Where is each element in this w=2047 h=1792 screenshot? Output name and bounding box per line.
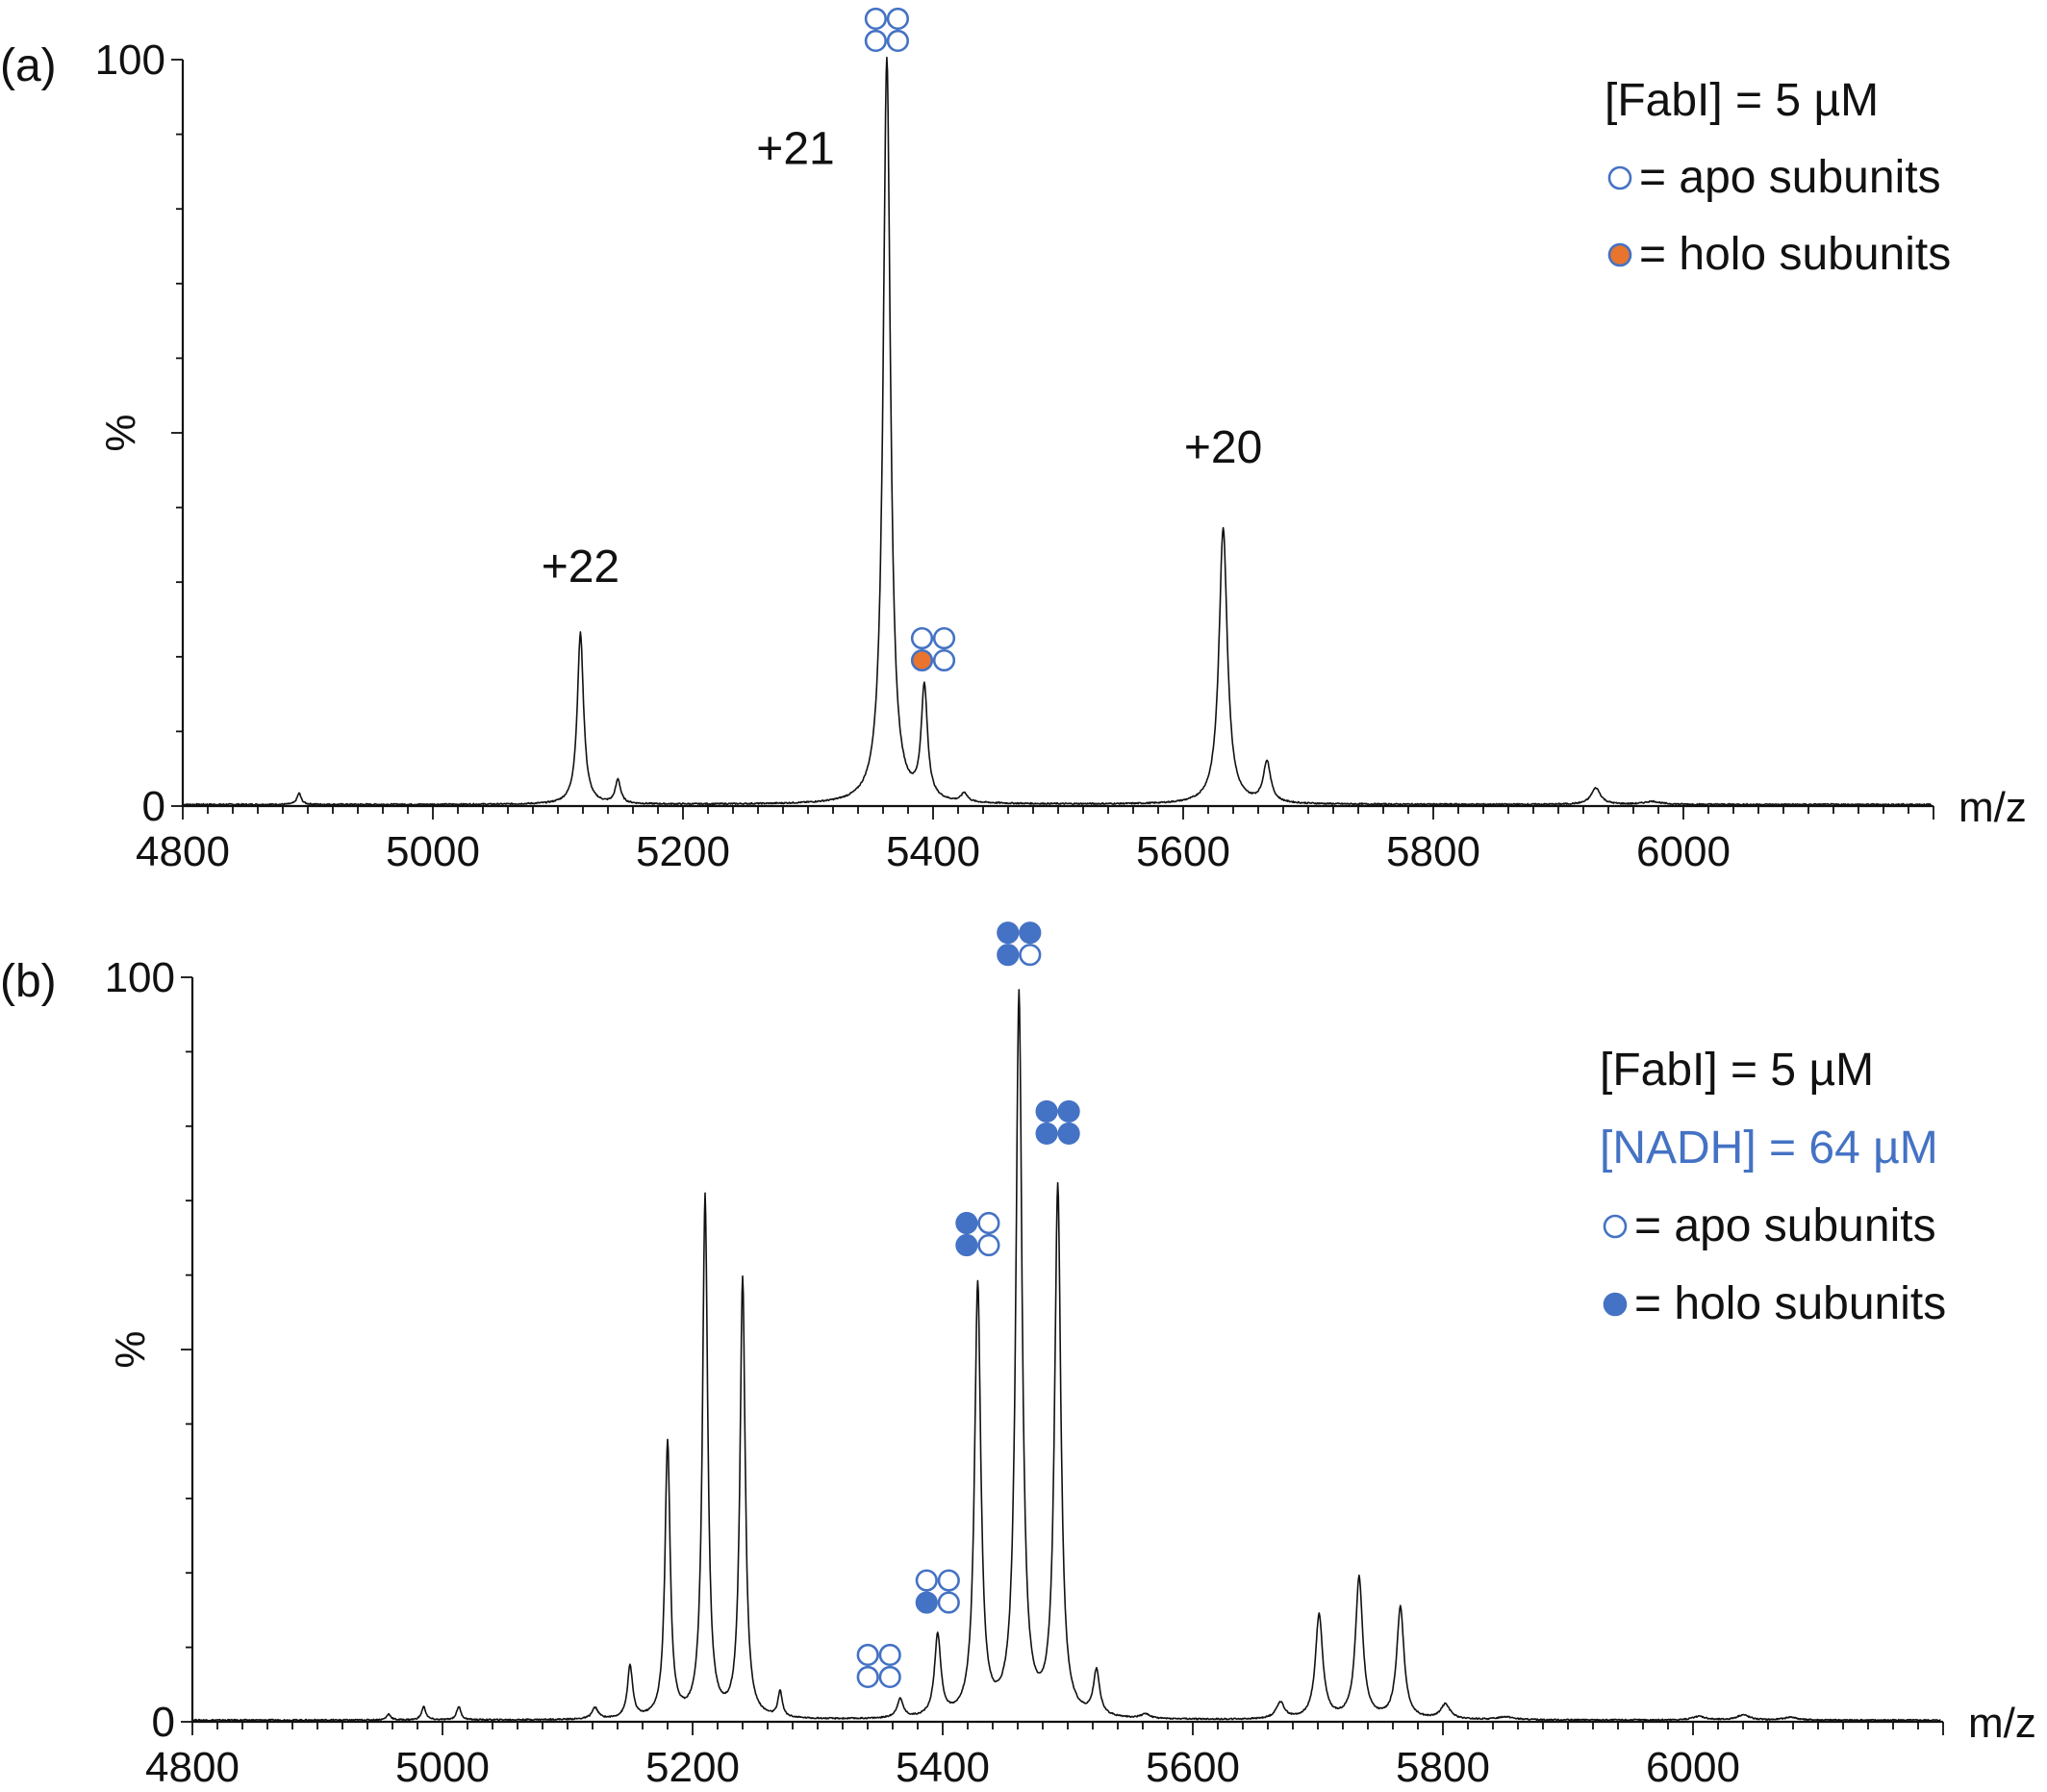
holo-subunit-circle xyxy=(1035,1122,1058,1146)
legend-entry: = apo subunits xyxy=(1639,152,1941,203)
panel-a: (a) 100 0% 4800 5000 5200 5400 5600 5800 6000 m/z +… xyxy=(0,7,2027,875)
legend-text: [NADH] = 64 µM xyxy=(1600,1123,1938,1174)
holo-subunit-circle xyxy=(1019,921,1042,945)
tetramer-glyph xyxy=(955,1211,1000,1257)
apo-subunit-circle xyxy=(878,1643,901,1667)
apo-subunit-circle xyxy=(910,626,934,650)
legend-apo-marker xyxy=(1607,165,1632,190)
y-axis-label: % xyxy=(97,414,144,451)
x-tick-label: 6000 xyxy=(1636,828,1731,875)
tetramer-glyph xyxy=(997,921,1042,967)
x-tick-label: 5000 xyxy=(386,828,480,875)
y-tick-label: 0 xyxy=(142,783,165,830)
apo-subunit-circle xyxy=(977,1233,1000,1257)
tetramer-glyph xyxy=(910,626,956,672)
charge-state-label: +22 xyxy=(542,542,619,593)
apo-subunit-circle xyxy=(932,648,956,672)
panel-label: (b) xyxy=(0,956,57,1007)
legend-entry: = holo subunits xyxy=(1634,1278,1946,1329)
y-tick-label: 100 xyxy=(105,954,175,1001)
legend-text: [FabI] = 5 µM xyxy=(1605,75,1879,126)
panel-label: (a) xyxy=(0,40,57,91)
holo-subunit-circle xyxy=(1057,1122,1080,1146)
apo-subunit-circle xyxy=(886,29,910,53)
apo-subunit-circle xyxy=(932,626,956,650)
apo-subunit-circle xyxy=(864,7,888,31)
tetramer-glyph xyxy=(915,1569,960,1614)
apo-subunit-circle xyxy=(915,1569,938,1592)
panel-b: (b) 100 0% 4800 5000 5200 5400 5600 5800 6000 m/z [… xyxy=(0,921,2036,1791)
apo-subunit-circle xyxy=(937,1569,960,1592)
legend-entry: = holo subunits xyxy=(1639,229,1951,280)
y-axis-label: % xyxy=(107,1330,154,1368)
legend-holo-marker xyxy=(1607,242,1632,267)
x-tick-label: 5200 xyxy=(636,828,730,875)
holo-subunit-circle xyxy=(1035,1099,1058,1123)
tetramer-glyph xyxy=(864,7,910,53)
holo-subunit-circle xyxy=(997,921,1020,945)
holo-subunit-circle xyxy=(915,1591,938,1614)
x-axis-label: m/z xyxy=(1959,784,2027,831)
holo-subunit-circle xyxy=(1057,1099,1080,1123)
holo-subunit-circle xyxy=(997,944,1020,967)
tetramer-glyph xyxy=(1035,1099,1080,1146)
apo-subunit-circle xyxy=(886,7,910,31)
x-tick-label: 4800 xyxy=(136,828,230,875)
charge-state-label: +21 xyxy=(756,124,834,175)
x-tick-label: 5200 xyxy=(645,1744,740,1791)
y-tick-label: 100 xyxy=(95,37,165,84)
holo-subunit-circle xyxy=(955,1233,978,1257)
y-tick-label: 0 xyxy=(152,1699,175,1746)
x-tick-label: 5400 xyxy=(896,1744,990,1791)
x-tick-label: 5800 xyxy=(1396,1744,1490,1791)
charge-state-label: +20 xyxy=(1184,422,1262,473)
apo-subunit-circle xyxy=(856,1665,879,1689)
spectrum-trace xyxy=(182,56,1933,806)
apo-subunit-circle xyxy=(878,1665,901,1689)
x-tick-label: 5400 xyxy=(886,828,980,875)
holo-subunit-circle xyxy=(910,648,934,672)
x-tick-label: 5800 xyxy=(1386,828,1480,875)
apo-subunit-circle xyxy=(864,29,888,53)
apo-subunit-circle xyxy=(937,1591,960,1614)
apo-subunit-circle xyxy=(977,1211,1000,1235)
x-tick-label: 4800 xyxy=(145,1744,240,1791)
x-tick-label: 5000 xyxy=(395,1744,490,1791)
legend-text: [FabI] = 5 µM xyxy=(1600,1045,1874,1096)
spectrum-trace xyxy=(191,989,1941,1722)
legend-entry: = apo subunits xyxy=(1634,1200,1936,1251)
tetramer-glyph xyxy=(856,1643,901,1689)
x-tick-label: 5600 xyxy=(1136,828,1230,875)
legend-apo-marker xyxy=(1603,1214,1628,1239)
apo-subunit-circle xyxy=(856,1643,879,1667)
x-tick-label: 5600 xyxy=(1146,1744,1240,1791)
x-axis-label: m/z xyxy=(1968,1700,2036,1747)
x-tick-label: 6000 xyxy=(1646,1744,1740,1791)
holo-subunit-circle xyxy=(955,1211,978,1235)
legend-holo-marker xyxy=(1603,1292,1628,1317)
apo-subunit-circle xyxy=(1019,944,1042,967)
